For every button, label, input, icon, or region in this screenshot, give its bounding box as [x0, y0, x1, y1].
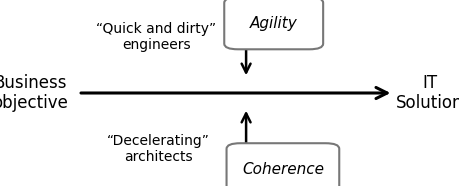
FancyBboxPatch shape — [226, 143, 339, 186]
Text: “Decelerating”
architects: “Decelerating” architects — [107, 134, 210, 164]
Text: Coherence: Coherence — [241, 162, 323, 177]
FancyBboxPatch shape — [224, 0, 322, 49]
Text: Agility: Agility — [249, 16, 297, 31]
Text: IT
Solution: IT Solution — [396, 74, 459, 112]
Text: Business
objective: Business objective — [0, 74, 67, 112]
Text: “Quick and dirty”
engineers: “Quick and dirty” engineers — [96, 22, 216, 52]
